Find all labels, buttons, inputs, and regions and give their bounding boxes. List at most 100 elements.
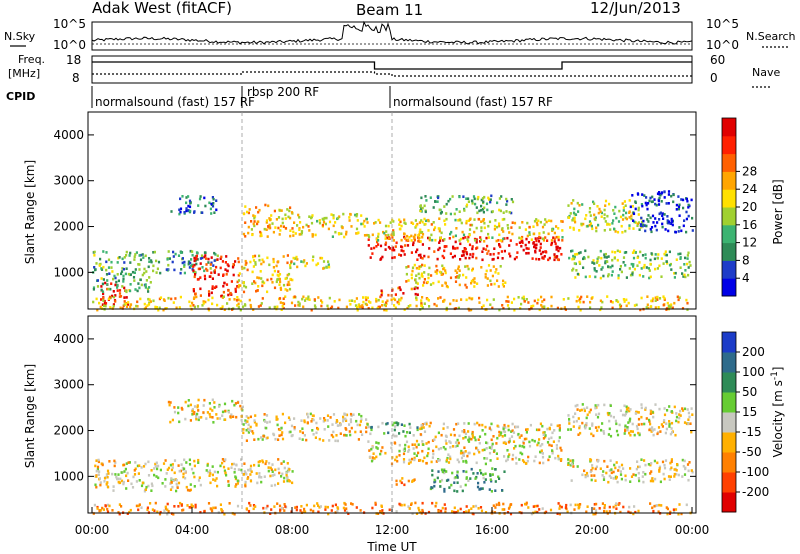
power-cell xyxy=(211,196,214,199)
velocity-cell xyxy=(342,419,345,423)
power-cell xyxy=(688,260,691,264)
velocity-cell xyxy=(159,510,162,514)
velocity-cell xyxy=(265,506,268,510)
power-cell xyxy=(250,228,253,231)
power-cell xyxy=(427,273,430,276)
power-cell xyxy=(625,298,628,302)
velocity-cell xyxy=(482,473,485,476)
power-cell xyxy=(464,247,467,251)
power-cell xyxy=(667,307,670,310)
power-cell xyxy=(407,265,410,268)
power-cell xyxy=(437,196,440,200)
velocity-cell xyxy=(637,431,640,435)
power-cell xyxy=(183,263,186,267)
velocity-cell xyxy=(230,466,233,469)
power-cell xyxy=(457,265,460,268)
power-cell xyxy=(114,294,117,297)
power-cell xyxy=(208,292,211,296)
power-cell xyxy=(573,216,576,220)
velocity-cell xyxy=(491,467,494,470)
power-cell xyxy=(332,214,335,217)
power-cell xyxy=(406,244,410,247)
velocity-cell xyxy=(216,417,219,420)
power-cell xyxy=(201,211,204,214)
velocity-cell xyxy=(544,434,547,437)
velocity-cell xyxy=(96,465,100,469)
power-cell xyxy=(618,209,621,213)
power-cell xyxy=(193,270,196,274)
velocity-cell xyxy=(521,459,525,462)
power-cell xyxy=(179,207,183,211)
power-cell xyxy=(398,298,401,301)
power-cell xyxy=(93,266,96,269)
velocity-cell xyxy=(539,444,542,448)
power-cell xyxy=(438,246,441,250)
velocity-cell xyxy=(411,512,414,515)
power-cell xyxy=(641,193,644,196)
velocity-cell xyxy=(236,401,240,404)
power-cell xyxy=(462,251,465,254)
velocity-cell xyxy=(579,503,582,506)
velocity-cell xyxy=(572,425,575,428)
power-cell xyxy=(417,239,420,243)
power-cell xyxy=(445,245,448,248)
velocity-cell xyxy=(323,417,326,420)
power-cell xyxy=(375,245,378,248)
velocity-cell xyxy=(681,475,684,478)
velocity-cell xyxy=(336,506,339,509)
power-cell xyxy=(150,260,153,264)
velocity-cell xyxy=(126,512,129,515)
power-cell xyxy=(360,214,363,217)
velocity-cell xyxy=(673,468,676,471)
velocity-cell xyxy=(640,403,643,406)
velocity-cell xyxy=(430,460,433,464)
power-cell xyxy=(100,298,103,301)
power-cell xyxy=(547,258,550,262)
velocity-cell xyxy=(516,425,520,429)
power-cell xyxy=(257,210,260,214)
power-cell xyxy=(449,252,452,255)
velocity-cell xyxy=(277,428,281,431)
velocity-cell xyxy=(196,412,199,416)
velocity-cell xyxy=(178,420,181,424)
power-cell xyxy=(454,269,457,272)
power-cell xyxy=(212,264,215,267)
power-cell xyxy=(636,224,639,227)
power-cell xyxy=(622,256,626,259)
velocity-cell xyxy=(675,472,678,476)
power-cell xyxy=(654,253,657,256)
power-cell xyxy=(658,212,661,216)
velocity-cell xyxy=(477,481,480,485)
power-cell xyxy=(194,273,197,276)
power-cell xyxy=(665,260,668,263)
velocity-cell xyxy=(583,407,586,411)
power-cell xyxy=(649,196,652,200)
velocity-cell xyxy=(488,446,491,449)
velocity-cell xyxy=(577,503,580,507)
velocity-cell xyxy=(261,438,264,441)
power-cell xyxy=(400,238,403,242)
velocity-cell xyxy=(458,434,461,438)
power-cell xyxy=(361,304,364,307)
power-cell xyxy=(199,287,202,291)
velocity-cell xyxy=(485,441,488,444)
power-cell xyxy=(498,222,501,225)
power-cell xyxy=(589,306,592,309)
power-cell xyxy=(435,304,438,308)
velocity-cell xyxy=(456,490,459,493)
velocity-cell xyxy=(555,444,558,447)
velocity-cell xyxy=(396,459,399,463)
power-cell xyxy=(294,257,297,260)
power-cell xyxy=(572,267,575,271)
velocity-cell xyxy=(471,430,474,434)
power-cell xyxy=(525,298,528,301)
velocity-cell xyxy=(202,411,205,414)
power-cell xyxy=(518,236,521,240)
velocity-cell xyxy=(603,506,606,510)
power-cell xyxy=(517,296,520,299)
power-cell xyxy=(463,209,466,212)
power-cell xyxy=(441,264,444,268)
velocity-cell xyxy=(560,449,563,452)
